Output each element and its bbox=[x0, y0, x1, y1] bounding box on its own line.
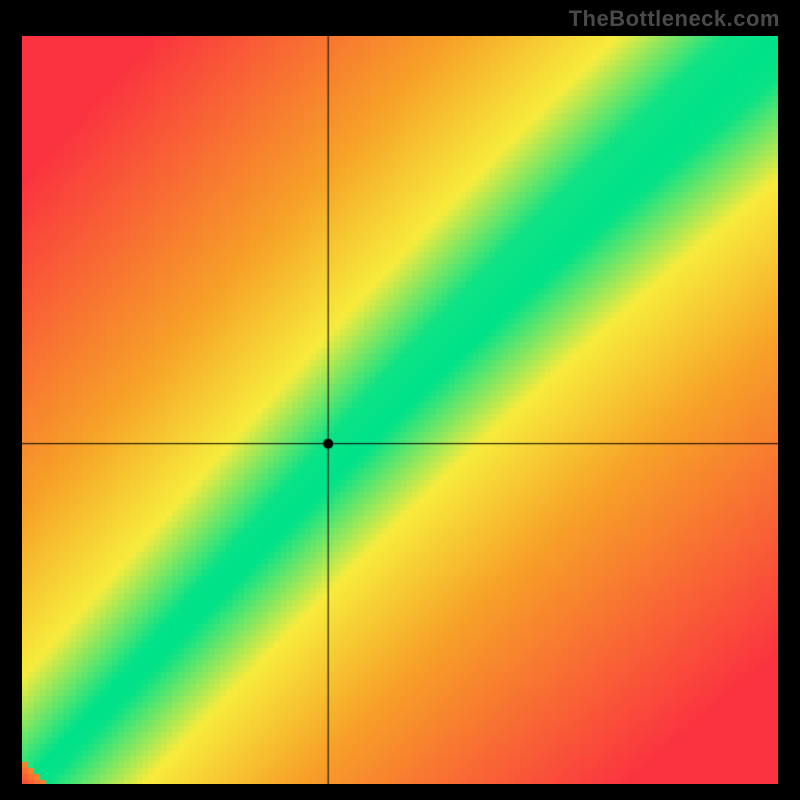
watermark-text: TheBottleneck.com bbox=[569, 6, 780, 32]
gradient-heatmap bbox=[22, 36, 778, 784]
chart-container: TheBottleneck.com bbox=[0, 0, 800, 800]
